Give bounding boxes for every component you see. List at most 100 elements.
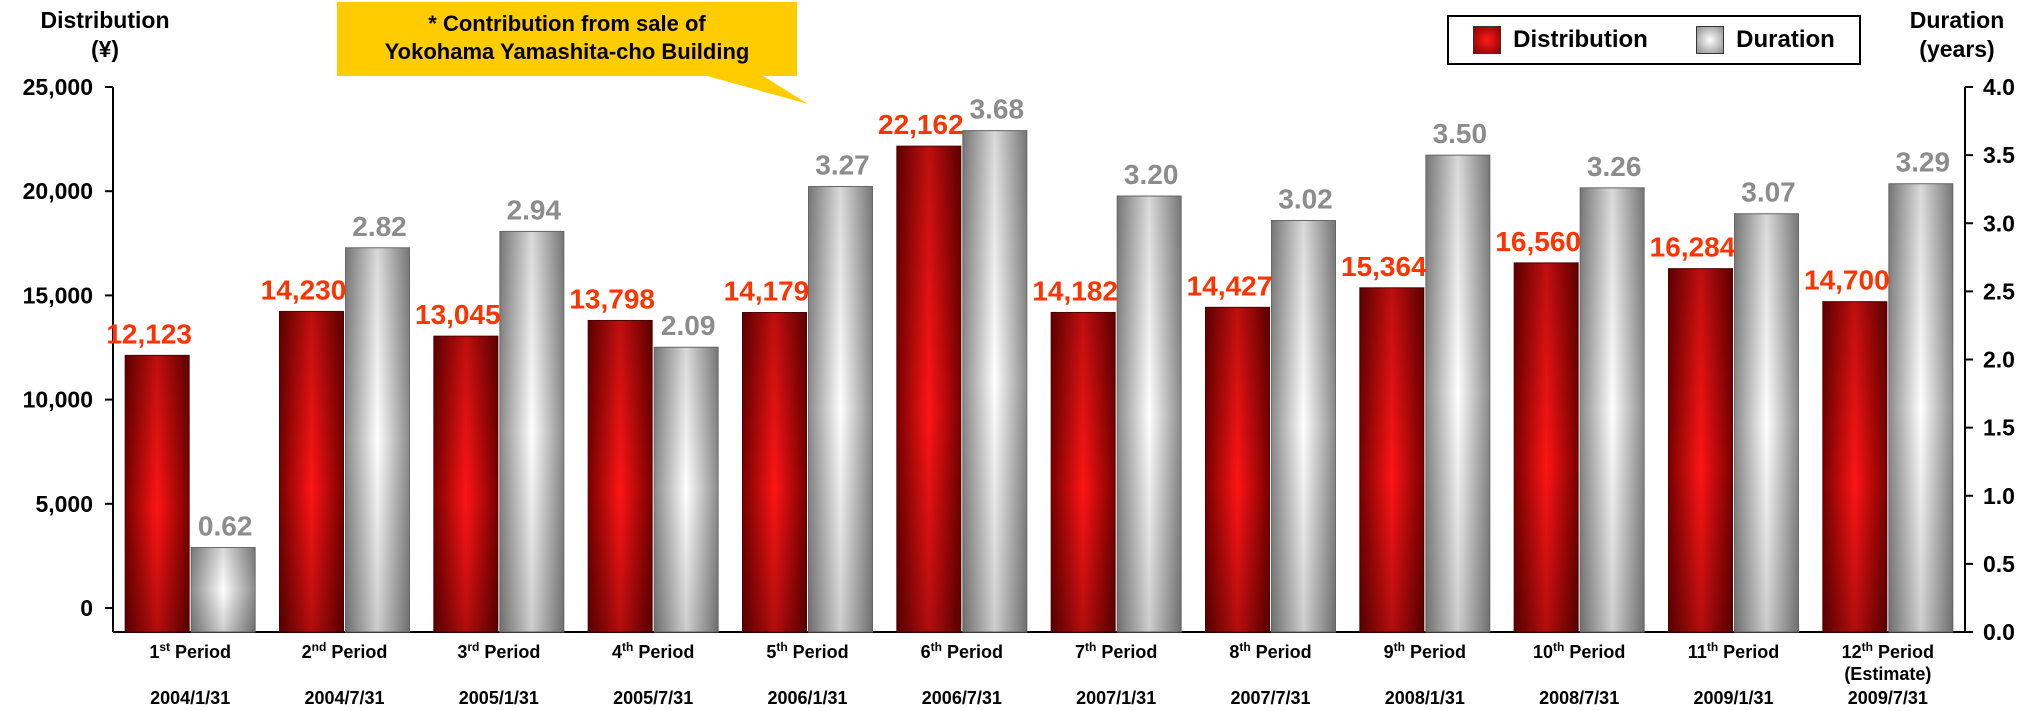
x-date-label: 2008/1/31 (1385, 688, 1465, 708)
legend-label-distribution: Distribution (1513, 26, 1648, 53)
bar-distribution-shade (1359, 287, 1424, 632)
data-label-distribution: 14,179 (724, 276, 810, 307)
x-date-label: 2009/1/31 (1693, 688, 1773, 708)
data-label-duration: 2.82 (352, 211, 407, 242)
right-tick-label: 0.0 (1983, 619, 2015, 645)
legend-item-duration: Duration (1696, 26, 1835, 54)
annotation-line1: * Contribution from sale of (428, 11, 706, 36)
x-date-label: 2006/1/31 (767, 688, 847, 708)
bar-duration-shade (1117, 196, 1182, 632)
data-label-distribution: 14,427 (1187, 270, 1273, 301)
legend-label-duration: Duration (1736, 26, 1835, 53)
data-label-distribution: 14,700 (1804, 265, 1890, 296)
data-label-distribution: 14,182 (1032, 275, 1118, 306)
right-axis-title: Duration (years) (1877, 6, 2037, 64)
x-tick-label: 5th Period (766, 640, 848, 662)
left-axis-title: Distribution (¥) (0, 6, 210, 64)
bar-duration-shade (499, 231, 564, 633)
x-date-label: 2004/7/31 (304, 688, 384, 708)
data-label-distribution: 22,162 (878, 109, 964, 140)
right-axis-title-line1: Duration (1909, 7, 2005, 33)
bar-distribution-shade (125, 355, 190, 632)
data-label-distribution: 13,798 (569, 283, 655, 314)
right-tick-label: 1.5 (1983, 415, 2015, 441)
bar-distribution-shade (1205, 307, 1270, 632)
x-date-label: 2007/1/31 (1076, 688, 1156, 708)
data-label-duration: 3.50 (1433, 118, 1488, 149)
duration-swatch-icon (1696, 26, 1725, 54)
x-tick-label: 7th Period (1075, 640, 1157, 662)
data-label-distribution: 15,364 (1341, 251, 1427, 282)
x-date-label: 2007/7/31 (1230, 688, 1310, 708)
left-tick-label: 15,000 (23, 282, 93, 308)
x-tick-label: 10th Period (1533, 640, 1625, 662)
left-tick-label: 5,000 (35, 491, 93, 517)
x-date-label: 2009/7/31 (1848, 688, 1928, 708)
bar-distribution-shade (279, 311, 344, 632)
annotation-pointer (700, 74, 808, 104)
left-tick-label: 10,000 (23, 387, 93, 413)
x-tick-label: 11th Period (1688, 640, 1779, 662)
data-label-distribution: 16,560 (1495, 226, 1581, 257)
right-tick-label: 2.0 (1983, 347, 2015, 373)
x-tick-label: 4th Period (612, 640, 694, 662)
data-label-distribution: 13,045 (415, 299, 501, 330)
left-tick-label: 20,000 (23, 178, 93, 204)
bar-distribution-shade (433, 336, 498, 632)
bar-distribution-shade (588, 320, 653, 632)
bar-duration-shade (654, 347, 719, 632)
bar-distribution-shade (742, 312, 807, 632)
bar-distribution-shade (1668, 268, 1733, 632)
right-tick-label: 3.0 (1983, 210, 2015, 236)
bar-duration-shade (1888, 183, 1953, 633)
bar-distribution-shade (896, 146, 961, 632)
data-label-distribution: 16,284 (1650, 232, 1736, 263)
data-label-duration: 3.07 (1741, 177, 1796, 208)
x-tick-label: 1st Period (149, 640, 231, 662)
right-tick-label: 1.0 (1983, 483, 2015, 509)
data-label-duration: 3.68 (970, 94, 1025, 125)
x-date-label: 2005/7/31 (613, 688, 693, 708)
annotation-callout: * Contribution from sale of Yokohama Yam… (337, 2, 797, 76)
x-date-label: 2008/7/31 (1539, 688, 1619, 708)
right-tick-label: 2.5 (1983, 278, 2015, 304)
x-date-label: 2004/1/31 (150, 688, 230, 708)
data-label-duration: 2.94 (507, 194, 562, 225)
left-tick-label: 25,000 (23, 74, 93, 100)
bar-distribution-shade (1514, 262, 1579, 632)
right-axis-title-line2: (years) (1919, 36, 1995, 62)
data-label-distribution: 12,123 (106, 318, 192, 349)
bar-duration-shade (808, 186, 873, 632)
distribution-swatch-icon (1473, 26, 1502, 54)
x-tick-label: 9th Period (1384, 640, 1466, 662)
x-date-label: 2005/1/31 (459, 688, 539, 708)
chart-legend: Distribution Duration (1447, 15, 1861, 65)
right-tick-label: 4.0 (1983, 74, 2015, 100)
x-tick-sublabel: (Estimate) (1844, 664, 1931, 684)
data-label-duration: 3.27 (815, 149, 870, 180)
data-label-duration: 3.20 (1124, 159, 1179, 190)
bar-duration-shade (1271, 220, 1336, 632)
x-date-label: 2006/7/31 (922, 688, 1002, 708)
bar-duration-shade (1580, 187, 1645, 632)
x-tick-label: 3rd Period (457, 640, 540, 662)
data-label-duration: 2.09 (661, 310, 716, 341)
data-label-duration: 3.26 (1587, 151, 1642, 182)
left-tick-label: 0 (80, 595, 93, 621)
right-tick-label: 0.5 (1983, 551, 2015, 577)
data-label-distribution: 14,230 (261, 274, 347, 305)
data-label-duration: 0.62 (198, 511, 253, 542)
data-label-duration: 3.02 (1278, 184, 1333, 215)
right-tick-label: 3.5 (1983, 142, 2015, 168)
bar-duration-shade (345, 247, 410, 632)
bar-duration-shade (1734, 213, 1799, 632)
x-tick-label: 6th Period (921, 640, 1003, 662)
x-tick-label: 12th Period (1842, 640, 1934, 662)
bar-duration-shade (191, 547, 256, 632)
left-axis-title-line1: Distribution (40, 7, 170, 33)
bar-duration-shade (1425, 155, 1490, 632)
x-tick-label: 8th Period (1229, 640, 1311, 662)
bar-distribution-shade (1051, 312, 1116, 632)
left-axis-title-line2: (¥) (90, 36, 120, 62)
